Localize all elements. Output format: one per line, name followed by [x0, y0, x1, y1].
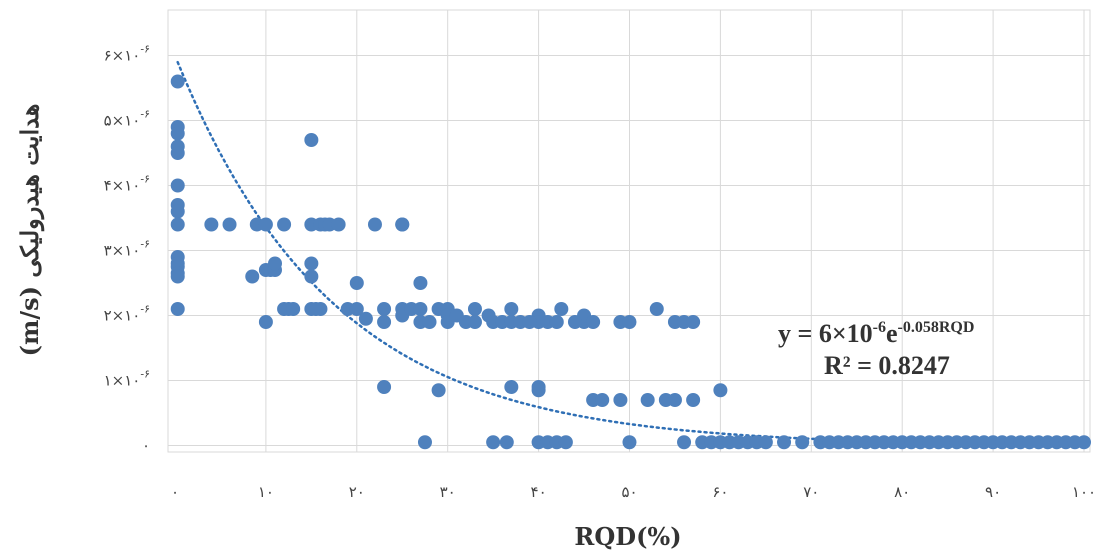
data-point [170, 74, 185, 89]
data-point [567, 315, 582, 329]
data-point [170, 178, 185, 193]
data-point [377, 302, 392, 316]
x-tick-label: ۶۰ [712, 483, 728, 501]
data-point [499, 435, 514, 450]
x-tick-label: ۱۰۰ [1072, 483, 1096, 501]
data-point [558, 435, 573, 450]
data-point [170, 269, 185, 284]
data-point [258, 315, 273, 329]
data-point [395, 217, 410, 232]
y-tick-label: ۰ [142, 437, 150, 455]
data-point [204, 217, 219, 232]
data-point [331, 217, 346, 232]
data-point [686, 315, 701, 329]
x-tick-label: ۴۰ [531, 483, 547, 501]
data-point [367, 217, 382, 232]
x-tick-label: ۷۰ [803, 483, 819, 501]
data-point [304, 256, 319, 271]
data-point [1077, 435, 1091, 450]
data-point [422, 315, 437, 329]
y-tick-label: ۵×۱۰-۶ [104, 108, 150, 130]
data-point [649, 302, 664, 316]
data-point [170, 146, 185, 160]
data-point [417, 435, 432, 450]
data-point [522, 315, 537, 329]
data-point [531, 383, 546, 398]
data-point [170, 204, 185, 219]
y-axis-title: هدایت هیدرولیکی (m/s) [15, 104, 45, 357]
data-point [277, 217, 292, 232]
data-point [622, 435, 637, 450]
x-tick-label: ۱۰ [258, 483, 274, 501]
r-squared-label: R² = 0.8247 [824, 351, 950, 380]
data-point [377, 380, 392, 394]
data-point [622, 315, 637, 329]
data-point [267, 256, 282, 271]
data-point [667, 393, 682, 407]
data-point [170, 217, 185, 232]
y-tick-label: ۶×۱۰-۶ [104, 43, 150, 65]
data-point [713, 383, 728, 398]
x-tick-label: ۳۰ [440, 483, 456, 501]
x-tick-label: ۸۰ [894, 483, 910, 501]
y-tick-label: ۲×۱۰-۶ [104, 303, 150, 325]
trendline-group [176, 60, 948, 444]
data-point [304, 133, 319, 147]
trendline [176, 60, 948, 444]
data-point [613, 393, 628, 407]
data-point [413, 302, 428, 316]
y-tick-label: ۴×۱۰-۶ [104, 173, 150, 195]
data-point [349, 302, 364, 316]
data-point [245, 269, 260, 284]
data-point [686, 393, 701, 407]
data-point [377, 315, 392, 329]
data-point [595, 393, 610, 407]
data-point [258, 217, 273, 232]
data-point [504, 380, 519, 394]
data-point [431, 383, 446, 398]
y-axis-tick-labels: ۰ ۱×۱۰-۶ ۲×۱۰-۶ ۳×۱۰-۶ ۴×۱۰-۶ ۵×۱۰-۶ ۶×۱۰-۶ [104, 43, 150, 455]
y-tick-label: ۳×۱۰-۶ [104, 238, 150, 260]
data-point [304, 269, 319, 284]
data-point [349, 276, 364, 290]
gridlines [168, 10, 1090, 452]
x-axis-tick-labels: ۰ ۱۰ ۲۰ ۳۰ ۴۰ ۵۰ ۶۰ ۷۰ ۸۰ ۹۰ ۱۰۰ [171, 483, 1096, 501]
y-tick-label: ۱×۱۰-۶ [104, 368, 150, 390]
data-point [358, 311, 373, 326]
data-point [549, 315, 564, 329]
data-point [170, 302, 185, 316]
data-point [554, 302, 569, 316]
data-point [795, 435, 810, 450]
data-point [222, 217, 237, 232]
data-point [467, 302, 482, 316]
data-point [640, 393, 655, 407]
data-point [467, 315, 482, 329]
x-tick-label: ۰ [171, 483, 179, 501]
data-point [170, 126, 185, 141]
data-point [758, 435, 773, 450]
x-tick-label: ۲۰ [349, 483, 365, 501]
data-point [413, 276, 428, 290]
x-tick-label: ۹۰ [985, 483, 1001, 501]
data-point [286, 302, 301, 316]
x-tick-label: ۵۰ [621, 483, 637, 501]
data-points [170, 74, 1091, 450]
data-point [677, 435, 692, 450]
data-point [308, 302, 323, 316]
data-point [777, 435, 792, 450]
data-point [586, 315, 601, 329]
x-axis-title: RQD(%) [574, 522, 681, 551]
data-point [504, 302, 519, 316]
equation-label: y = 6×10-6e-0.058RQD [778, 319, 974, 348]
data-point [486, 435, 501, 450]
